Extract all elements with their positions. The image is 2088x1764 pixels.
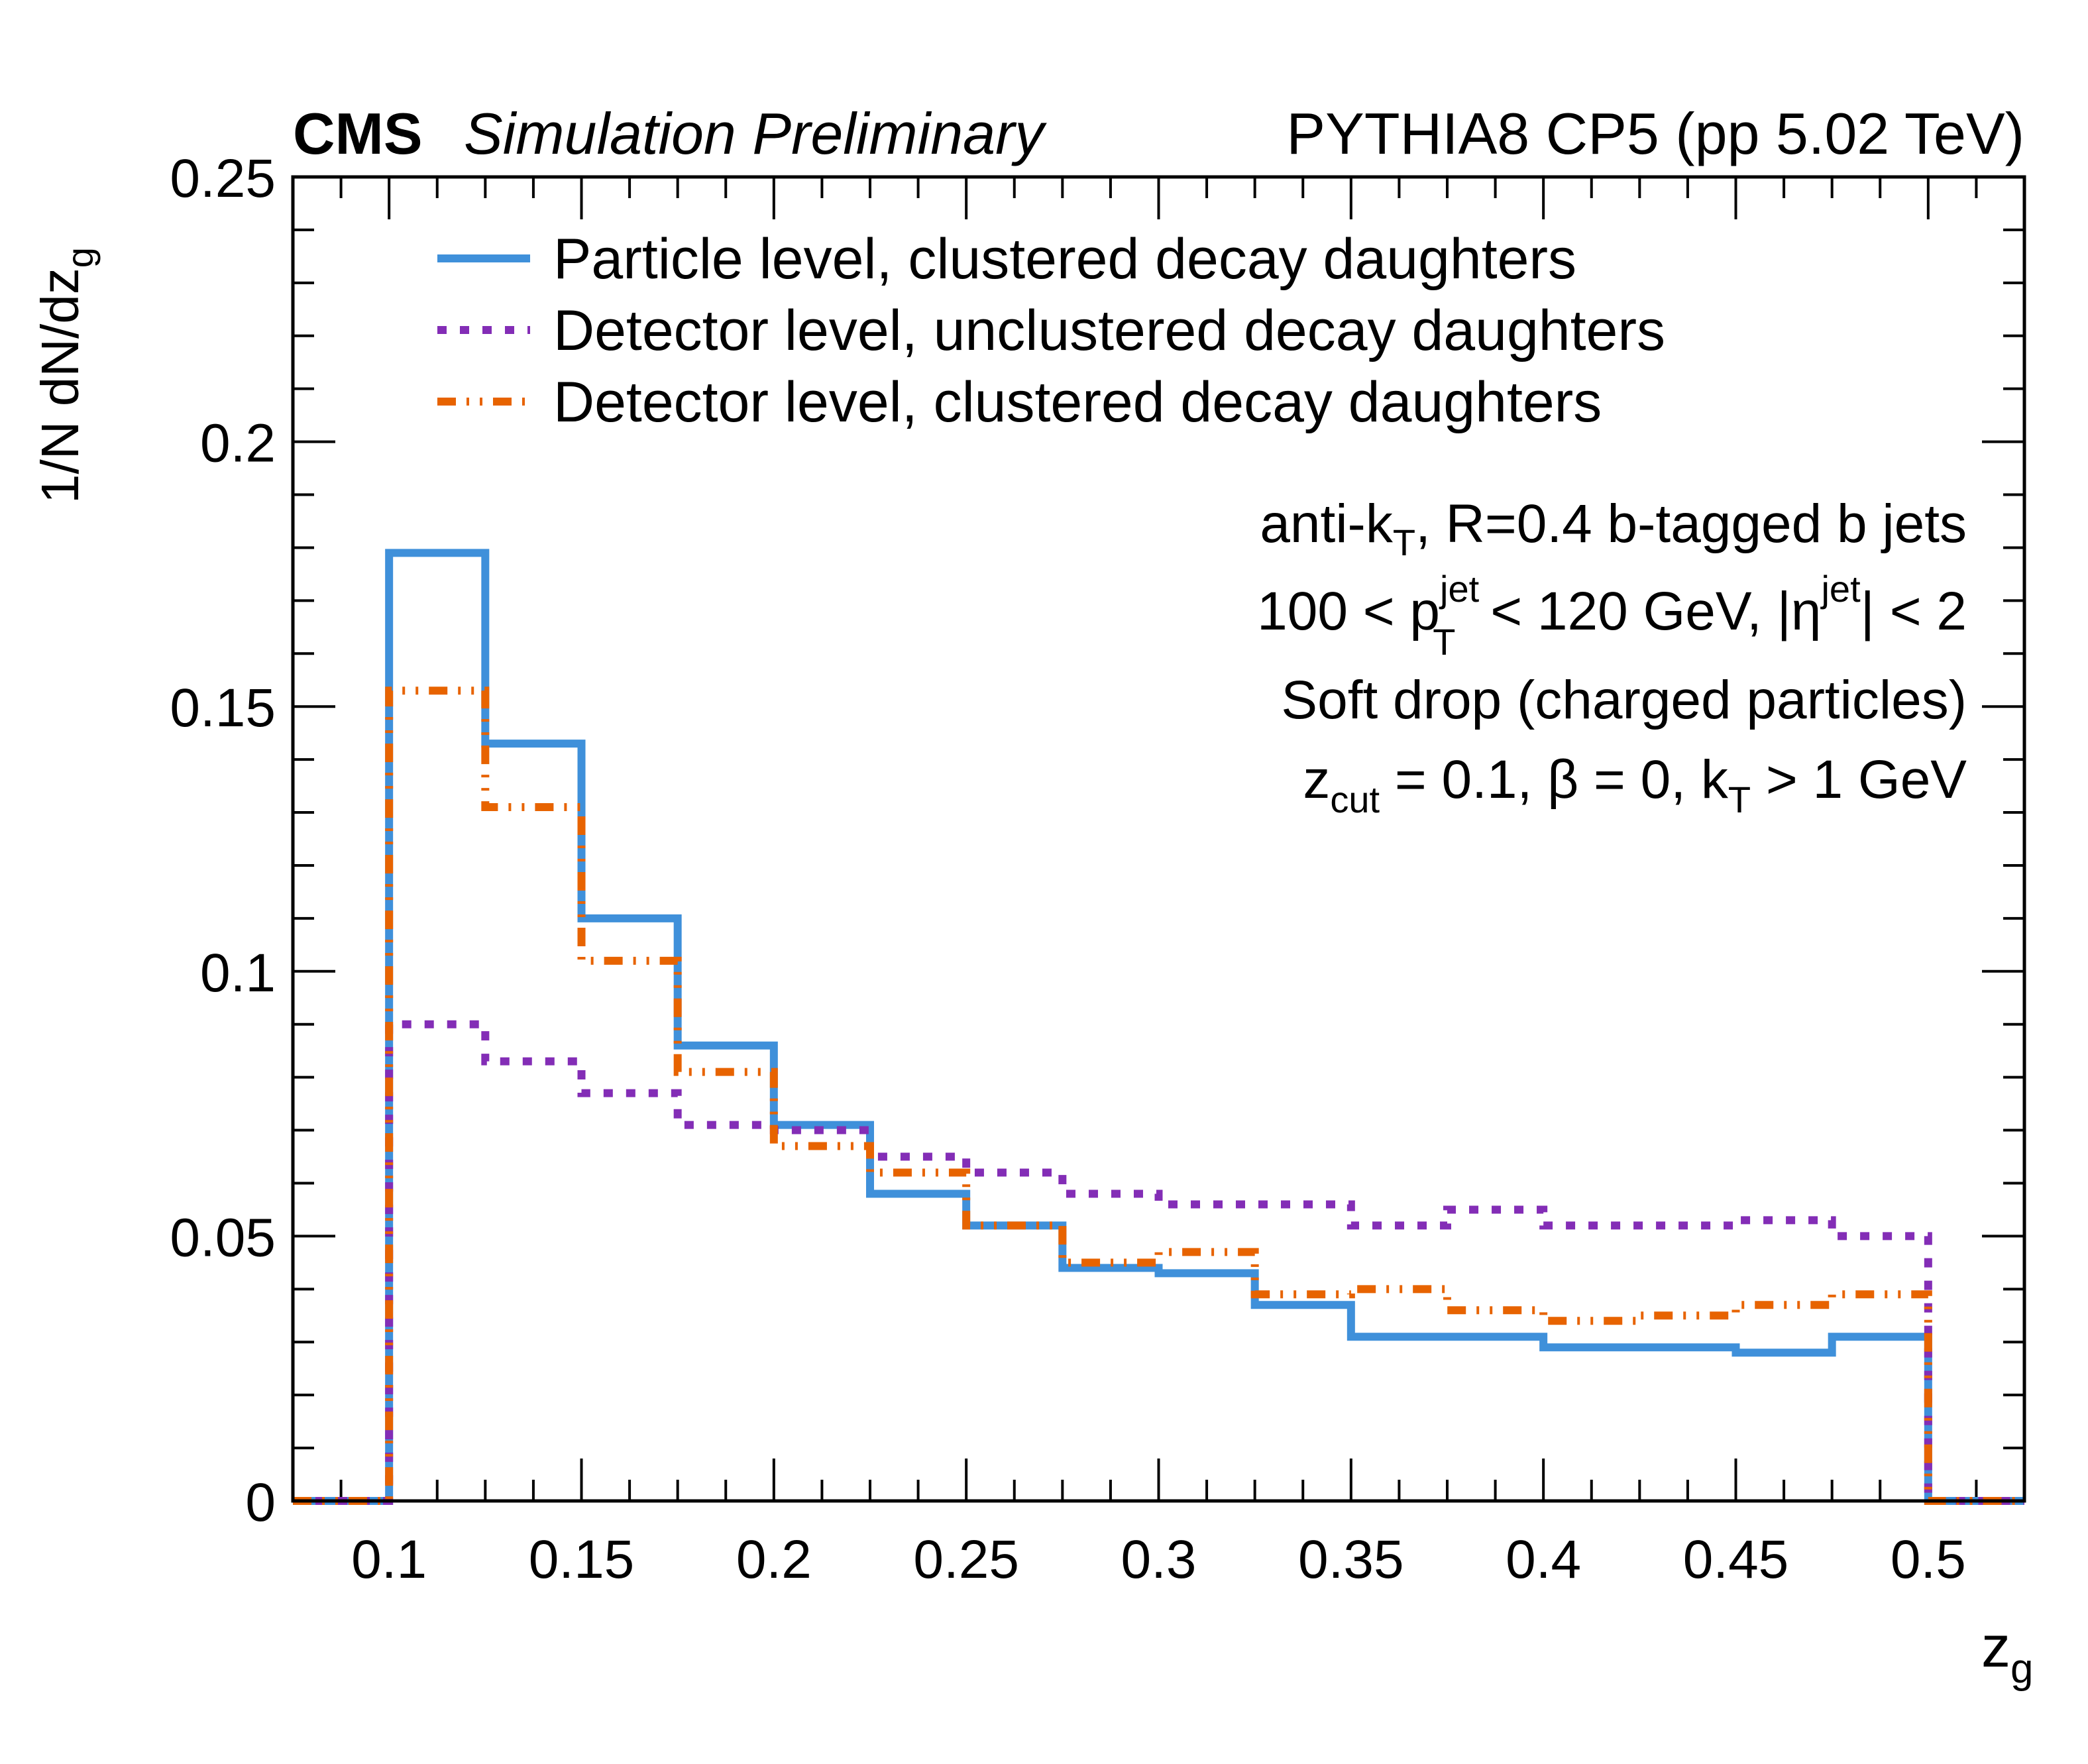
y-axis-label-sub: g [59,247,101,268]
legend-label: Detector level, unclustered decay daught… [553,299,1665,362]
legend-item: Particle level, clustered decay daughter… [437,227,1576,291]
x-axis-label-main: z [1981,1614,2010,1679]
legend-label: Detector level, clustered decay daughter… [553,370,1602,434]
series-group [293,549,2024,1505]
y-tick-label: 0.2 [200,413,276,474]
series-2 [293,1020,2024,1505]
annotation-line-2: 100 < pjet T < 120 GeV, |ηjet| < 2 [1257,568,1967,663]
x-tick-label: 0.1 [351,1529,427,1590]
series-3 [293,687,2024,1505]
x-tick-label: 0.4 [1506,1529,1581,1590]
annotation-line-4: zcut = 0.1, β = 0, kT > 1 GeV [1303,749,1967,820]
x-tick-label: 0.25 [913,1529,1019,1590]
x-tick-label: 0.45 [1683,1529,1789,1590]
y-tick-label: 0.05 [170,1207,276,1268]
axes-frame [291,175,2026,1503]
x-tick-label: 0.2 [736,1529,812,1590]
legend-item: Detector level, unclustered decay daught… [437,299,1665,362]
y-tick-label: 0 [245,1472,276,1533]
header-right-label: PYTHIA8 CP5 (pp 5.02 TeV) [1286,101,2024,166]
y-tick-label: 0.25 [170,148,276,209]
y-axis-label: 1/N dN/dzg [30,247,101,504]
y-axis-label-main: 1/N dN/dz [30,268,89,504]
svg-text:1/N dN/dzg: 1/N dN/dzg [30,247,101,504]
y-tick-label: 0.1 [200,943,276,1003]
x-axis-label: zg [1981,1614,2033,1692]
plot-frame [291,175,2026,1503]
x-axis-label-sub: g [2010,1646,2033,1692]
x-tick-label: 0.3 [1121,1529,1197,1590]
axis-ticks: 0.1 0.15 0.2 0.25 0.3 0.35 0.4 0.45 0.5 0 0.05 0.1 0… [170,148,2026,1590]
annotation-line-1: anti-kT, R=0.4 b-tagged b jets [1260,494,1967,563]
x-tick-label: 0.5 [1891,1529,1966,1590]
legend: Particle level, clustered decay daughter… [437,227,1665,434]
status-label: Simulation Preliminary [464,101,1047,166]
annotation-block: anti-kT, R=0.4 b-tagged b jets 100 < pje… [1257,494,1967,820]
legend-label: Particle level, clustered decay daughter… [553,227,1576,291]
legend-item: Detector level, clustered decay daughter… [437,370,1602,434]
series-line [293,687,2024,1505]
y-tick-label: 0.15 [170,678,276,738]
series-line [293,1020,2024,1505]
x-tick-label: 0.15 [529,1529,635,1590]
cms-label: CMS [293,101,423,166]
x-tick-label: 0.35 [1298,1529,1404,1590]
annotation-line-3: Soft drop (charged particles) [1281,670,1967,730]
